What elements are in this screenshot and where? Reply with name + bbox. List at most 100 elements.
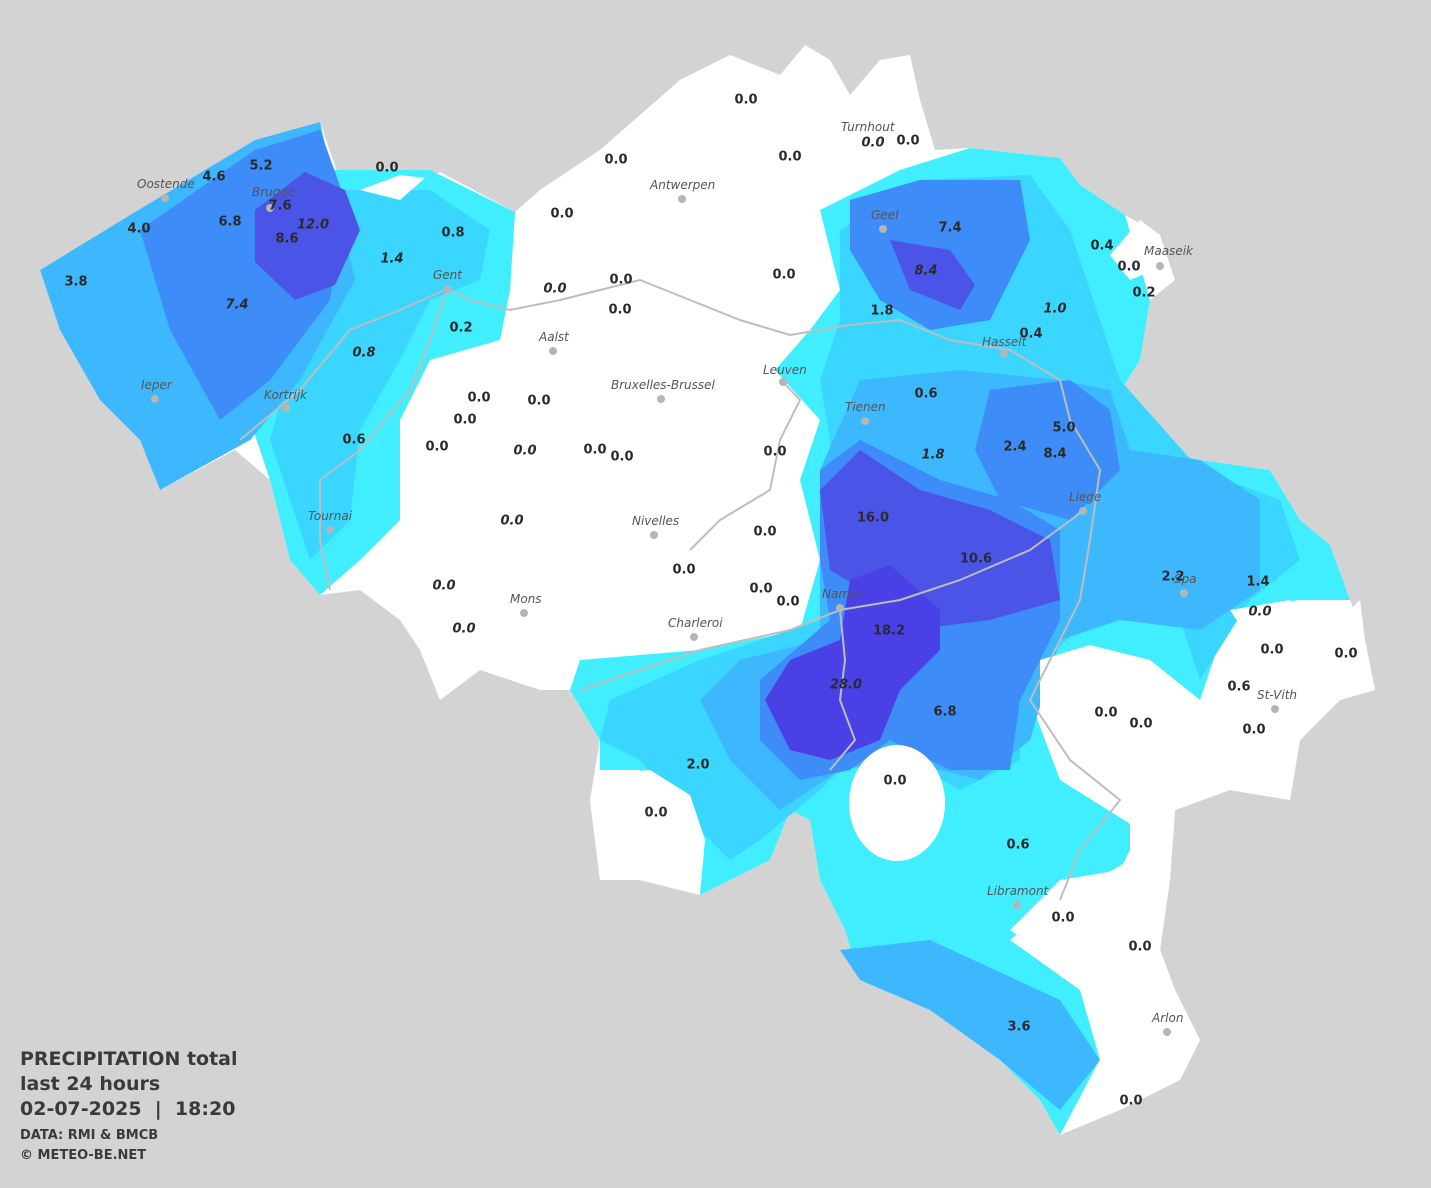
station-value: 0.0 xyxy=(500,514,523,529)
city-name: Antwerpen xyxy=(649,178,715,192)
station-value: 28.0 xyxy=(830,678,862,693)
rain-area xyxy=(890,240,975,310)
station-value: 0.2 xyxy=(449,321,472,336)
city-dot xyxy=(1163,1028,1171,1036)
river xyxy=(689,381,802,551)
station-value: 0.0 xyxy=(734,93,757,108)
city-dot xyxy=(1271,705,1279,713)
city-dot xyxy=(161,194,169,202)
station-value: 8.6 xyxy=(275,232,298,247)
rain-area xyxy=(975,380,1120,520)
station-value: 0.0 xyxy=(749,582,772,597)
river xyxy=(239,278,1102,541)
city-name: Arlon xyxy=(1151,1011,1183,1025)
city-name: Bruxelles-Brussel xyxy=(611,378,716,392)
city-name: Charleroi xyxy=(668,616,723,630)
city-dot xyxy=(326,526,334,534)
city-dot xyxy=(879,225,887,233)
station-value: 0.0 xyxy=(467,391,490,406)
station-value: 16.0 xyxy=(857,511,889,526)
station-value: 0.0 xyxy=(453,413,476,428)
city-dot xyxy=(1079,507,1087,515)
station-value: 1.8 xyxy=(921,448,944,463)
rain-area xyxy=(765,565,940,760)
station-value: 0.0 xyxy=(1051,911,1074,926)
city-dot xyxy=(266,204,274,212)
dry-area xyxy=(1010,600,1375,1110)
caption-source: DATA: RMI & BMCB xyxy=(20,1128,158,1143)
station-value: 0.0 xyxy=(604,153,627,168)
station-value: 4.0 xyxy=(127,222,150,237)
city-name: Mons xyxy=(510,592,542,606)
station-value: 0.0 xyxy=(550,207,573,222)
city-dot xyxy=(282,404,290,412)
station-value: 1.8 xyxy=(870,304,893,319)
city-name: Ieper xyxy=(141,378,173,392)
station-value: 0.0 xyxy=(432,579,455,594)
station-value: 0.0 xyxy=(527,394,550,409)
station-value: 0.0 xyxy=(644,806,667,821)
station-value: 0.0 xyxy=(1119,1094,1142,1109)
station-value: 0.0 xyxy=(753,525,776,540)
station-value: 1.4 xyxy=(380,252,403,267)
station-value: 0.0 xyxy=(375,161,398,176)
station-value: 10.6 xyxy=(960,552,992,567)
station-value: 0.0 xyxy=(1260,643,1283,658)
dry-area xyxy=(360,175,425,200)
dry-area xyxy=(1230,600,1320,660)
station-value: 2.2 xyxy=(1161,570,1184,585)
station-value: 0.0 xyxy=(1129,717,1152,732)
city-dot xyxy=(861,417,869,425)
station-value: 0.2 xyxy=(1132,286,1155,301)
city-name: Turnhout xyxy=(841,120,896,134)
station-value: 0.0 xyxy=(608,303,631,318)
city-name: Geel xyxy=(871,208,899,222)
station-value: 0.0 xyxy=(896,134,919,149)
river xyxy=(1028,539,1122,901)
city-name: Leuven xyxy=(763,363,807,377)
station-value: 0.0 xyxy=(883,774,906,789)
station-value: 8.4 xyxy=(1043,447,1066,462)
station-value: 18.2 xyxy=(873,624,905,639)
caption-title: PRECIPITATION total xyxy=(20,1048,238,1070)
station-value: 7.6 xyxy=(268,199,291,214)
caption-credit: © METEO-BE.NET xyxy=(20,1148,146,1163)
station-value: 0.6 xyxy=(342,433,365,448)
station-value: 4.6 xyxy=(202,170,225,185)
river xyxy=(829,609,857,771)
station-value: 0.0 xyxy=(513,444,536,459)
station-value: 0.0 xyxy=(861,136,884,151)
labels: PRECIPITATION total last 24 hours 02-07-… xyxy=(20,93,1358,1164)
city-dot xyxy=(151,395,159,403)
station-value: 0.0 xyxy=(776,595,799,610)
dry-area xyxy=(1110,220,1165,280)
city-dot xyxy=(549,347,557,355)
station-value: 6.8 xyxy=(933,705,956,720)
station-value: 0.8 xyxy=(441,226,464,241)
station-value: 0.0 xyxy=(1242,723,1265,738)
city-name: St-Vith xyxy=(1257,688,1297,702)
city-name: Spa xyxy=(1174,572,1197,586)
station-value: 7.4 xyxy=(938,221,961,236)
station-value: 0.0 xyxy=(1117,260,1140,275)
city-dot xyxy=(657,395,665,403)
city-dot xyxy=(779,378,787,386)
rain-area xyxy=(840,940,1100,1110)
station-value: 0.0 xyxy=(452,622,475,637)
station-value: 0.8 xyxy=(352,346,375,361)
station-value: 0.0 xyxy=(609,273,632,288)
city-dot xyxy=(1000,350,1008,358)
station-value: 3.8 xyxy=(64,275,87,290)
dry-area xyxy=(849,745,945,861)
city-dot xyxy=(836,604,844,612)
city-dot xyxy=(520,609,528,617)
rivers xyxy=(239,278,1122,901)
city-name: Gent xyxy=(433,268,463,282)
city-name: Oostende xyxy=(137,177,195,191)
city-name: Liege xyxy=(1069,490,1101,504)
city-name: Kortrijk xyxy=(264,388,308,402)
dry-area xyxy=(590,770,705,895)
city-name: Tournai xyxy=(308,509,353,523)
station-value: 0.0 xyxy=(778,150,801,165)
